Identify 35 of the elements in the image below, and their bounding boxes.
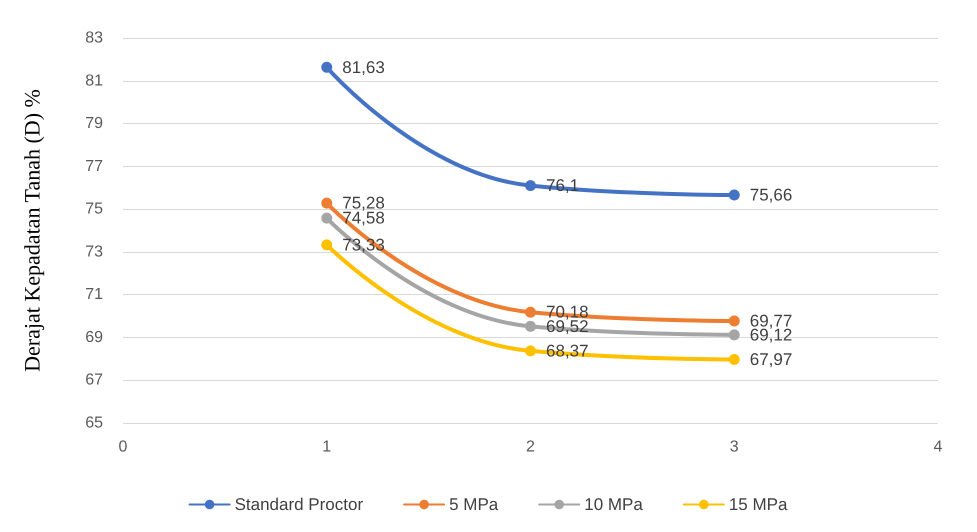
x-tick-label: 1 — [322, 438, 332, 456]
legend-label: 15 MPa — [728, 495, 788, 514]
data-label: 75,66 — [750, 185, 792, 204]
point — [321, 198, 332, 209]
point — [728, 354, 740, 365]
x-tick-label: 4 — [934, 438, 943, 456]
y-tick-label: 81 — [85, 72, 104, 90]
point — [728, 329, 740, 340]
legend-label: Standard Proctor — [234, 495, 364, 514]
point — [321, 62, 332, 73]
point — [525, 180, 536, 192]
y-tick-label: 67 — [85, 372, 104, 389]
y-tick-label: 69 — [85, 328, 104, 346]
point — [728, 315, 740, 326]
x-tick-label: 3 — [730, 438, 739, 456]
point — [525, 320, 536, 332]
data-label: 81,63 — [342, 58, 385, 77]
legend-label: 5 MPa — [449, 495, 499, 514]
y-tick-label: 75 — [85, 200, 104, 218]
point — [525, 345, 536, 356]
point — [525, 306, 536, 318]
x-tick-label: 0 — [118, 438, 128, 456]
x-tick-label: 2 — [526, 438, 536, 456]
y-tick-label: 73 — [85, 243, 104, 260]
point — [321, 239, 332, 250]
y-axis-title: Derajat Kepadatan Tanah (D) % — [20, 89, 44, 372]
y-tick-label: 79 — [85, 115, 104, 132]
y-tick-label: 71 — [85, 286, 104, 304]
y-tick-label: 77 — [85, 158, 104, 175]
point — [321, 212, 332, 224]
y-tick-label: 65 — [85, 414, 104, 432]
y-tick-label: 83 — [85, 30, 104, 46]
legend-label: 10 MPa — [584, 495, 644, 514]
data-label: 67,97 — [750, 350, 792, 369]
point — [728, 189, 740, 200]
